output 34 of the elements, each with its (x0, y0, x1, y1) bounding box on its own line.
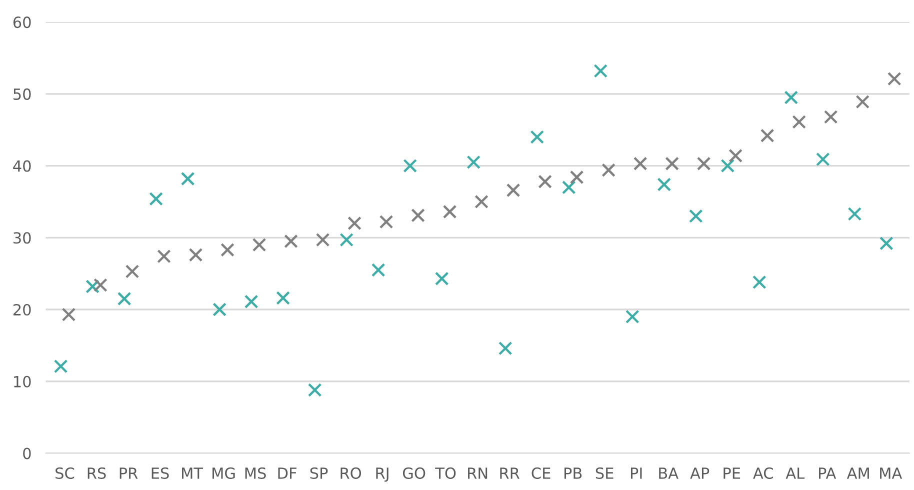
x-tick-label: AL (786, 468, 805, 479)
y-tick-label: 30 (14, 232, 31, 244)
x-tick-label: SE (596, 467, 614, 479)
x-tick-label: PB (564, 468, 582, 479)
y-tick-label: 0 (23, 448, 31, 460)
x-tick-label: MA (880, 468, 902, 479)
x-tick-label: RR (500, 468, 520, 479)
x-tick-label: PI (630, 468, 642, 479)
x-tick-label: PR (120, 468, 138, 479)
x-tick-label: CE (532, 467, 550, 479)
x-tick-label: AP (690, 468, 710, 479)
x-tick-label: RS (88, 467, 106, 479)
x-tick-label: MG (212, 467, 235, 479)
x-tick-label: GO (402, 467, 426, 479)
x-tick-label: AM (846, 468, 869, 479)
x-tick-label: BA (659, 468, 678, 479)
y-tick-label: 40 (13, 160, 31, 172)
x-tick-label: RN (468, 468, 488, 479)
y-tick-label: 50 (14, 88, 31, 100)
x-tick-label: RO (340, 467, 362, 479)
x-tick-label: SC (56, 467, 74, 479)
x-tick-label: SP (310, 467, 328, 479)
x-tick-label: RJ (376, 468, 388, 482)
y-tick-label: 10 (14, 376, 31, 388)
x-tick-label: MS (245, 467, 266, 479)
x-tick-label: AC (753, 467, 773, 479)
x-tick-label: PE (724, 468, 740, 479)
x-tick-label: TO (435, 467, 456, 479)
y-tick-label: 60 (13, 16, 31, 28)
x-tick-label: ES (152, 467, 169, 479)
x-tick-label: DF (278, 468, 296, 479)
y-tick-label: 20 (13, 304, 31, 316)
x-tick-label: MT (182, 468, 204, 479)
x-tick-label: PA (819, 468, 836, 479)
